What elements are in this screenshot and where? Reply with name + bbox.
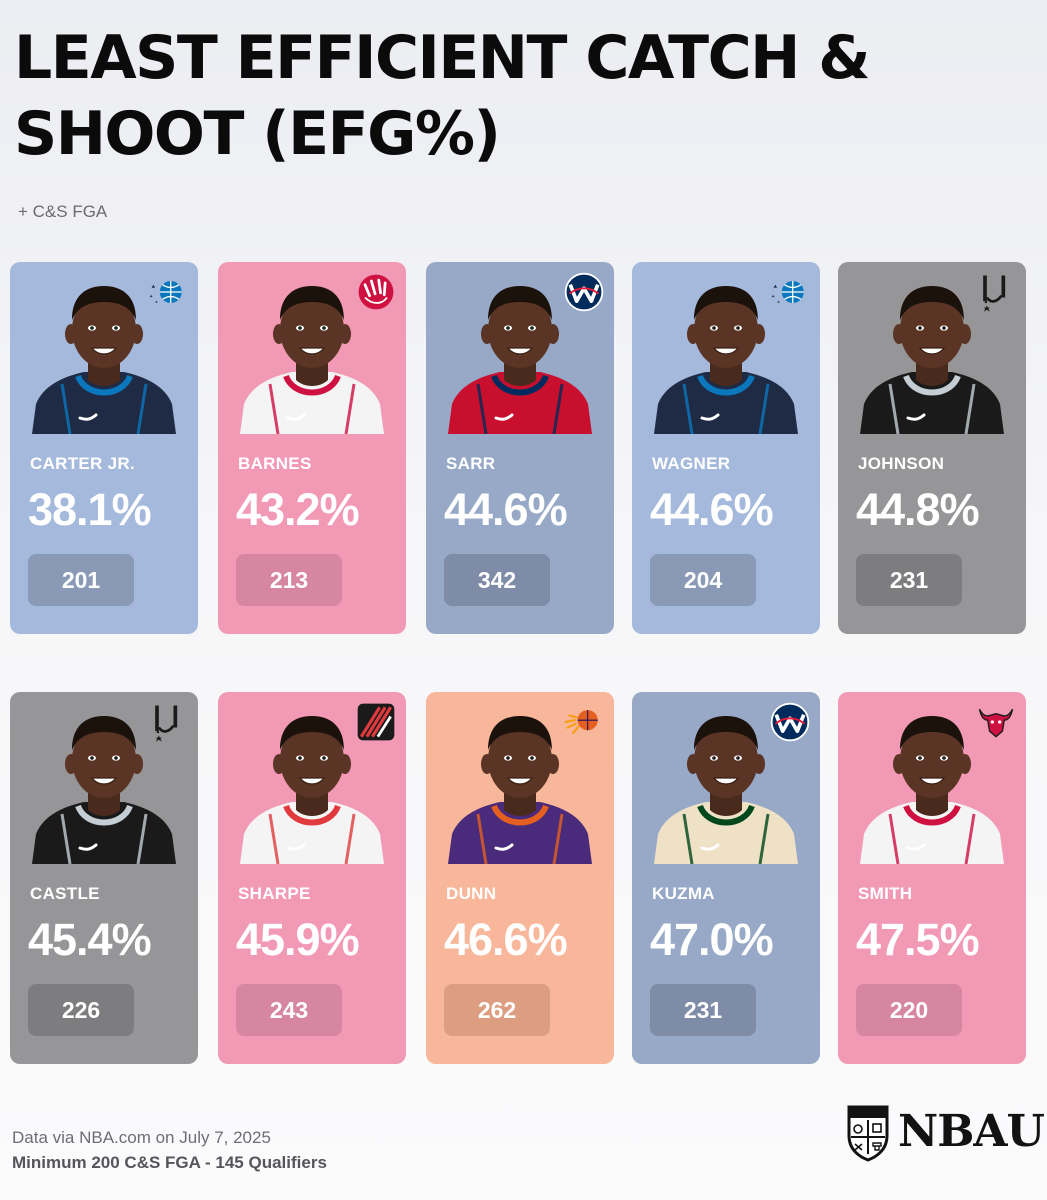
- efg-percentage: 45.4%: [28, 914, 152, 965]
- player-name: CASTLE: [30, 884, 100, 903]
- blazers-logo-icon: [354, 700, 398, 744]
- player-name: SARR: [446, 454, 496, 473]
- page-title: LEAST EFFICIENT CATCH & SHOOT (EFG%): [14, 23, 871, 169]
- magic-logo-icon: [768, 270, 812, 314]
- player-card: SMITH 47.5% 220: [838, 692, 1026, 1064]
- fga-count-badge: 226: [28, 984, 134, 1036]
- efg-percentage: 43.2%: [236, 484, 360, 535]
- fga-count-badge: 220: [856, 984, 962, 1036]
- suns-logo-icon: [562, 700, 606, 744]
- magic-logo-icon: [146, 270, 190, 314]
- efg-percentage: 45.9%: [236, 914, 360, 965]
- player-name: KUZMA: [652, 884, 715, 903]
- player-card: SARR 44.6% 342: [426, 262, 614, 634]
- player-card: WAGNER 44.6% 204: [632, 262, 820, 634]
- fga-count-badge: 243: [236, 984, 342, 1036]
- player-card: CASTLE 45.4% 226: [10, 692, 198, 1064]
- efg-percentage: 47.0%: [650, 914, 774, 965]
- player-photo: [234, 276, 390, 435]
- fga-count-badge: 231: [650, 984, 756, 1036]
- subtitle: + C&S FGA: [18, 202, 108, 221]
- player-card: JOHNSON 44.8% 231: [838, 262, 1026, 634]
- spurs-logo-icon: [146, 700, 190, 744]
- player-photo: [234, 706, 390, 865]
- fga-count-badge: 201: [28, 554, 134, 606]
- efg-percentage: 38.1%: [28, 484, 152, 535]
- raptors-logo-icon: [354, 270, 398, 314]
- player-card: KUZMA 47.0% 231: [632, 692, 820, 1064]
- fga-count-badge: 231: [856, 554, 962, 606]
- efg-percentage: 44.6%: [444, 484, 568, 535]
- data-source-note: Data via NBA.com on July 7, 2025: [12, 1128, 271, 1147]
- player-name: WAGNER: [652, 454, 731, 473]
- fga-count-badge: 204: [650, 554, 756, 606]
- player-name: DUNN: [446, 884, 497, 903]
- qualifier-note: Minimum 200 C&S FGA - 145 Qualifiers: [12, 1153, 327, 1172]
- player-photo: [648, 276, 804, 435]
- bulls-logo-icon: [974, 700, 1018, 744]
- player-name: SHARPE: [238, 884, 311, 903]
- player-name: SMITH: [858, 884, 913, 903]
- efg-percentage: 44.8%: [856, 484, 980, 535]
- player-photo: [442, 276, 598, 435]
- player-photo: [442, 706, 598, 865]
- player-photo: [854, 706, 1010, 865]
- brand-name: NBAU: [898, 1106, 1045, 1157]
- wizards-logo-icon: [562, 270, 606, 314]
- player-photo: [648, 706, 804, 865]
- player-card: CARTER JR. 38.1% 201: [10, 262, 198, 634]
- player-name: JOHNSON: [858, 454, 945, 473]
- player-photo: [26, 276, 182, 435]
- player-name: BARNES: [238, 454, 312, 473]
- player-name: CARTER JR.: [30, 454, 136, 473]
- nbau-shield-icon: [847, 1105, 889, 1162]
- efg-percentage: 46.6%: [444, 914, 568, 965]
- spurs-logo-icon: [974, 270, 1018, 314]
- fga-count-badge: 342: [444, 554, 550, 606]
- wizards-logo-icon: [768, 700, 812, 744]
- player-photo: [854, 276, 1010, 435]
- brand-logo: NBAU: [846, 1104, 1045, 1164]
- player-card: BARNES 43.2% 213: [218, 262, 406, 634]
- player-photo: [26, 706, 182, 865]
- efg-percentage: 47.5%: [856, 914, 980, 965]
- efg-percentage: 44.6%: [650, 484, 774, 535]
- fga-count-badge: 213: [236, 554, 342, 606]
- player-card: SHARPE 45.9% 243: [218, 692, 406, 1064]
- fga-count-badge: 262: [444, 984, 550, 1036]
- player-card: DUNN 46.6% 262: [426, 692, 614, 1064]
